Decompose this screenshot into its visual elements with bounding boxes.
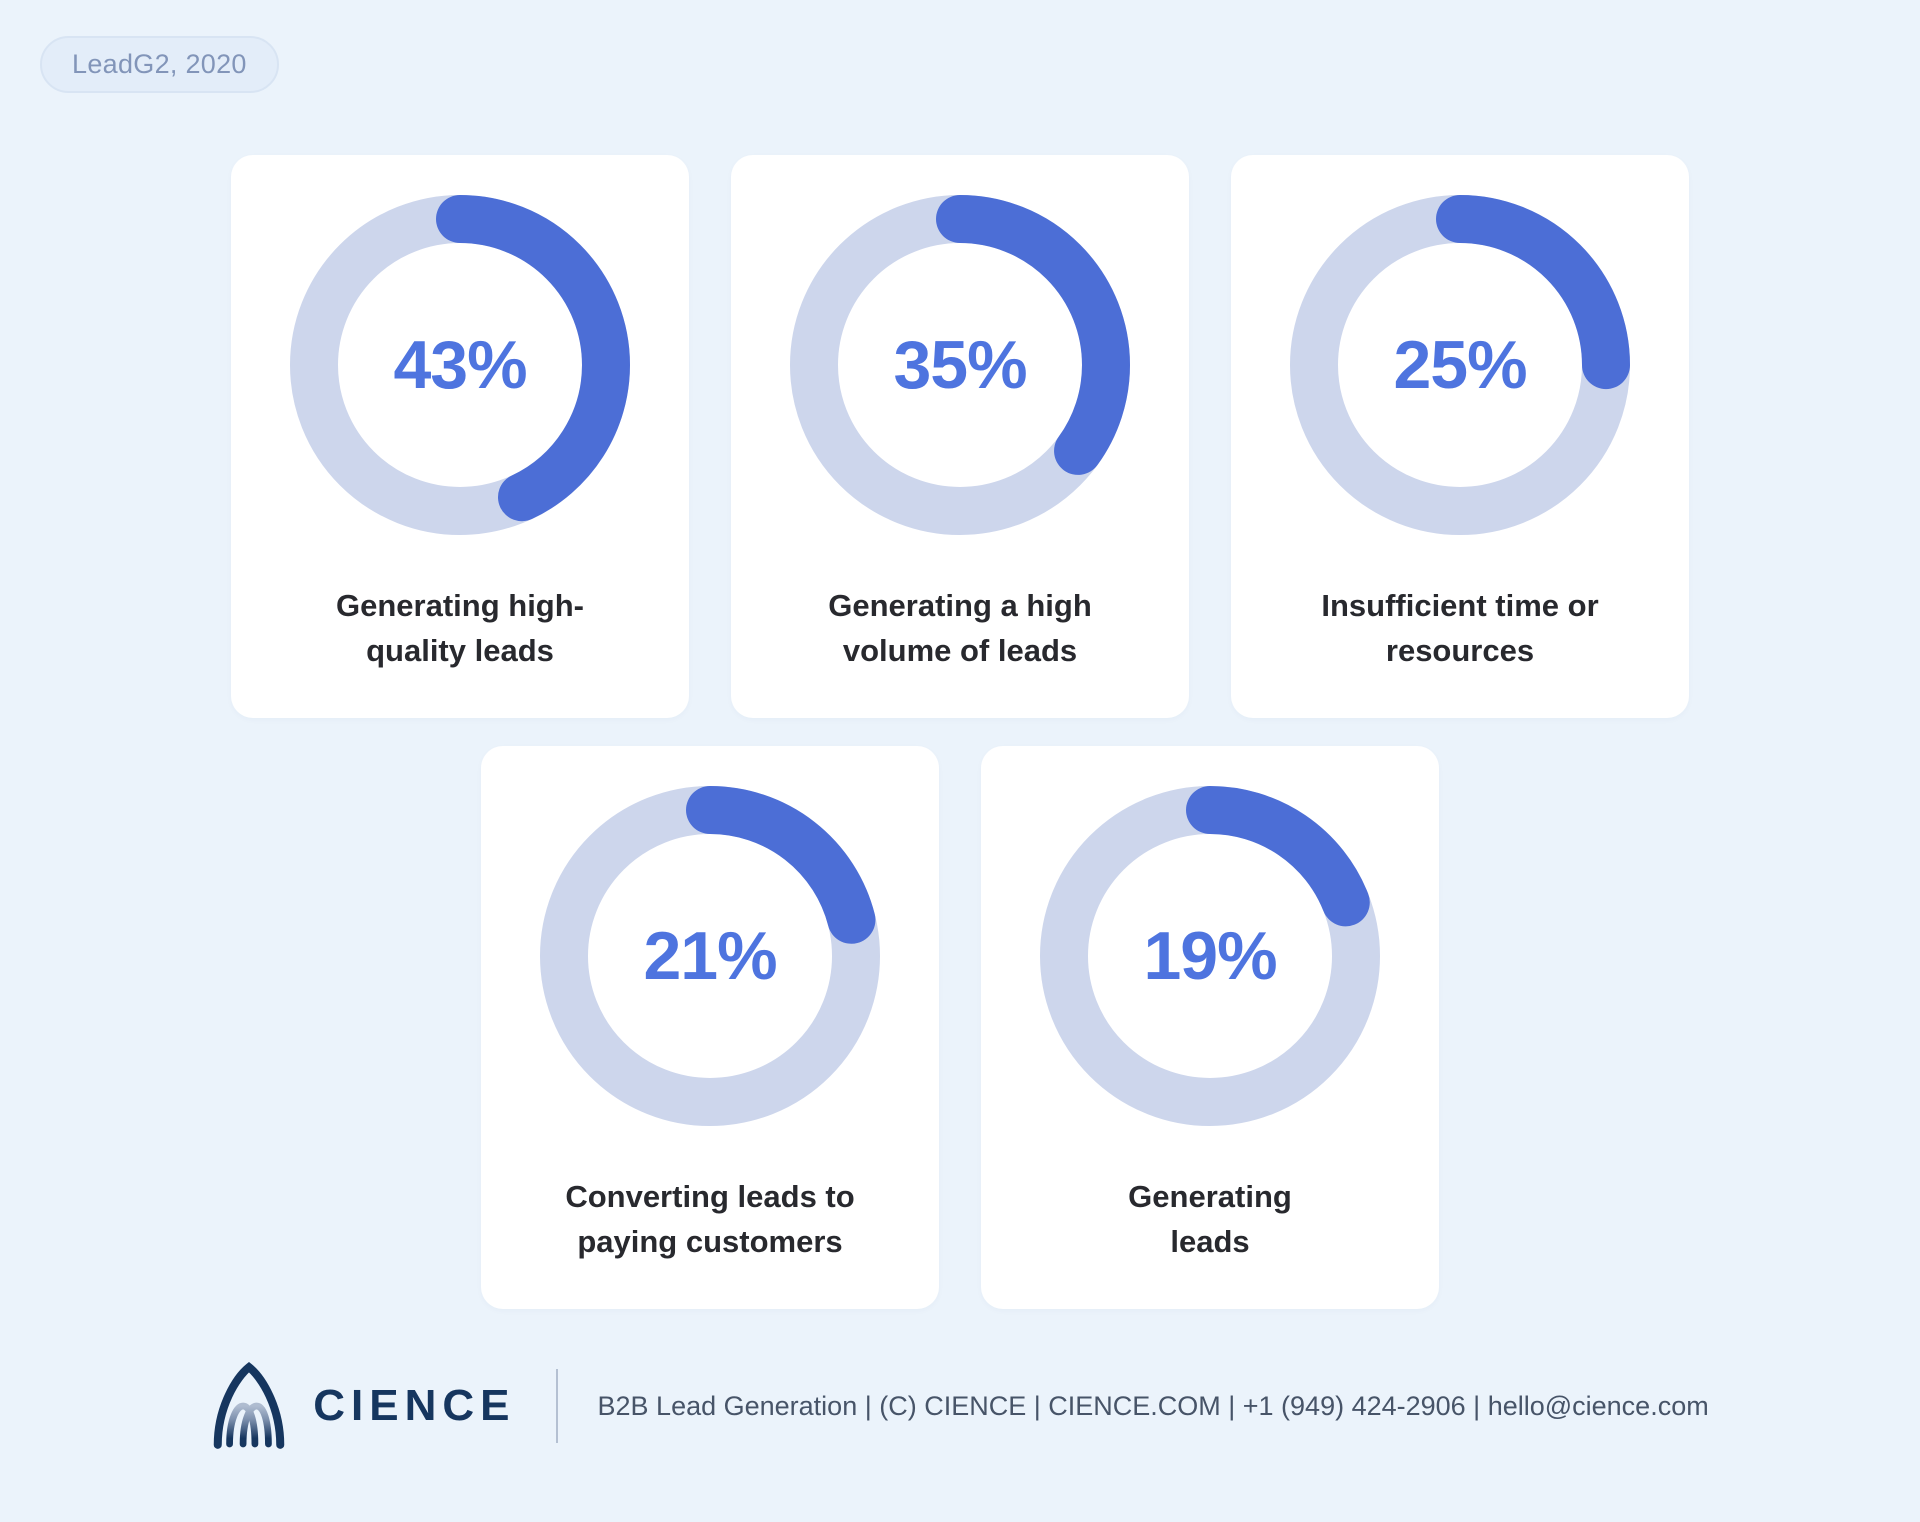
card-label-line1: Converting leads to [565, 1179, 855, 1214]
card-label: Generating high- quality leads [336, 583, 584, 673]
footer: CIENCE B2B Lead Generation | (C) CIENCE … [0, 1359, 1920, 1453]
percent-value: 43% [393, 327, 527, 403]
cards-row-bottom: 21% Converting leads to paying customers… [0, 746, 1920, 1309]
card-label-line1: Insufficient time or [1321, 588, 1599, 623]
donut-progress-arc [1040, 786, 1380, 1126]
card-label: Generating a high volume of leads [828, 583, 1092, 673]
donut-progress-arc [1290, 195, 1630, 535]
donut-svg [1290, 195, 1630, 535]
card-label-line2: quality leads [366, 633, 554, 668]
percent-value: 25% [1393, 327, 1527, 403]
donut-chart: 19% [1040, 786, 1380, 1126]
donut-chart: 21% [540, 786, 880, 1126]
donut-chart: 43% [290, 195, 630, 535]
donut-svg [290, 195, 630, 535]
donut-progress-arc [540, 786, 880, 1126]
brand-lockup: CIENCE [211, 1359, 515, 1453]
source-badge: LeadG2, 2020 [40, 36, 279, 93]
percent-value: 35% [893, 327, 1027, 403]
donut-svg [540, 786, 880, 1126]
footer-divider [555, 1369, 558, 1443]
card-label-line1: Generating a high [828, 588, 1092, 623]
donut-progress-arc [790, 195, 1130, 535]
stat-card: 35% Generating a high volume of leads [731, 155, 1189, 718]
stat-card: 25% Insufficient time or resources [1231, 155, 1689, 718]
card-label-line1: Generating [1128, 1179, 1292, 1214]
card-label-line1: Generating high- [336, 588, 584, 623]
stat-card: 19% Generating leads [981, 746, 1439, 1309]
cards-row-top: 43% Generating high- quality leads 35% G… [0, 155, 1920, 718]
donut-chart: 35% [790, 195, 1130, 535]
cience-logo-icon [214, 1362, 285, 1449]
donut-svg [1040, 786, 1380, 1126]
brand-name: CIENCE [313, 1381, 516, 1430]
card-label-line2: resources [1385, 633, 1535, 668]
source-badge-label: LeadG2, 2020 [72, 49, 247, 79]
card-label: Generating leads [1128, 1174, 1292, 1264]
card-label-line2: paying customers [577, 1224, 843, 1259]
stat-card: 21% Converting leads to paying customers [481, 746, 939, 1309]
percent-value: 19% [1143, 918, 1277, 994]
donut-progress-arc [290, 195, 630, 535]
footer-tagline: B2B Lead Generation | (C) CIENCE | CIENC… [597, 1390, 1709, 1421]
card-label: Converting leads to paying customers [565, 1174, 854, 1264]
donut-chart: 25% [1290, 195, 1630, 535]
stat-card: 43% Generating high- quality leads [231, 155, 689, 718]
donut-svg [790, 195, 1130, 535]
card-label-line2: leads [1170, 1224, 1250, 1259]
card-label: Insufficient time or resources [1321, 583, 1598, 673]
percent-value: 21% [643, 918, 777, 994]
card-label-line2: volume of leads [842, 633, 1078, 668]
